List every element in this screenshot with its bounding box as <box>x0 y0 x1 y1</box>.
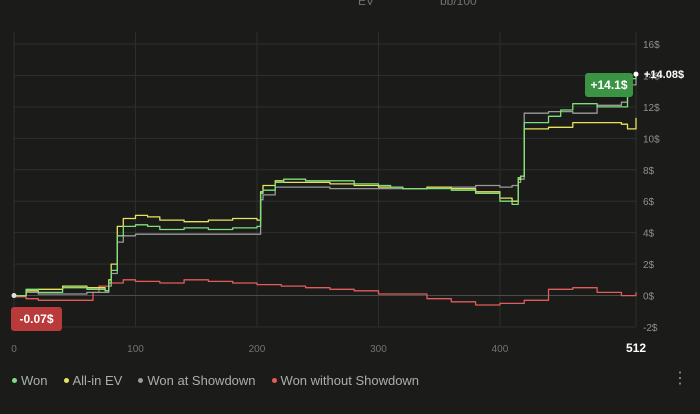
legend-item-all-in-ev[interactable]: All-in EV <box>63 372 123 388</box>
tab-bb-per-100[interactable]: bb/100 <box>440 0 477 8</box>
won-without-showdown-badge <box>11 307 62 331</box>
x-tick-label: 0 <box>11 344 17 355</box>
y-tick-label: 16$ <box>643 40 660 51</box>
legend-label-won: Won <box>21 372 48 388</box>
x-tick-label: 200 <box>249 344 266 355</box>
more-vertical-icon[interactable]: ⋮ <box>672 370 688 387</box>
legend-label-won-at-showdown: Won at Showdown <box>147 372 256 388</box>
y-tick-label: 8$ <box>643 166 655 177</box>
series-line-won-at-showdown <box>14 78 637 297</box>
won-badge-label: +14.1$ <box>590 78 627 92</box>
legend-item-won-at-showdown[interactable]: Won at Showdown <box>138 372 256 388</box>
chart-series <box>14 74 637 306</box>
tab-ev[interactable]: EV <box>358 0 375 8</box>
chart-grid <box>13 32 637 328</box>
y-tick-label: 4$ <box>643 229 655 240</box>
won-without-showdown-badge-label: -0.07$ <box>19 312 53 326</box>
chart-legend: Won All-in EV Won at Showdown Won withou… <box>12 372 419 388</box>
axis-ticks: 16$ 14$ 12$ 10$ 8$ 6$ 4$ 2$ 0$ -2$ 0 100 200 300 400 51… <box>11 40 660 355</box>
y-tick-label: 2$ <box>643 260 655 271</box>
end-value-label: +14.08$ <box>644 69 684 81</box>
legend-dot-won-without-showdown <box>271 377 277 383</box>
end-point-marker <box>633 71 639 77</box>
x-tick-label: 512 <box>626 341 646 355</box>
legend-label-won-without-showdown: Won without Showdown <box>280 372 420 388</box>
y-tick-label: 6$ <box>643 197 655 208</box>
chart-badges: +14.08$ +14.1$ -0.07$ <box>11 69 684 331</box>
won-badge <box>585 73 633 97</box>
x-tick-label: 300 <box>370 344 387 355</box>
series-line-won <box>14 74 637 297</box>
legend-item-won-without-showdown[interactable]: Won without Showdown <box>271 372 420 388</box>
series-line-all-in-ev <box>14 117 637 297</box>
legend-label-all-in-ev: All-in EV <box>72 372 123 388</box>
header-tabs: EV bb/100 <box>0 0 700 14</box>
y-tick-label: -2$ <box>643 323 658 334</box>
y-tick-label: 14$ <box>643 71 660 82</box>
legend-dot-won <box>12 377 17 383</box>
y-tick-label: 12$ <box>643 103 660 114</box>
y-tick-label: 0$ <box>643 292 655 303</box>
legend-item-won[interactable]: Won <box>12 373 48 388</box>
y-tick-label: 10$ <box>643 134 660 145</box>
legend-dot-won-at-showdown <box>138 377 144 383</box>
start-point-marker <box>11 293 17 299</box>
x-tick-label: 400 <box>492 344 509 355</box>
legend-dot-all-in-ev <box>63 377 69 383</box>
x-tick-label: 100 <box>127 344 144 355</box>
